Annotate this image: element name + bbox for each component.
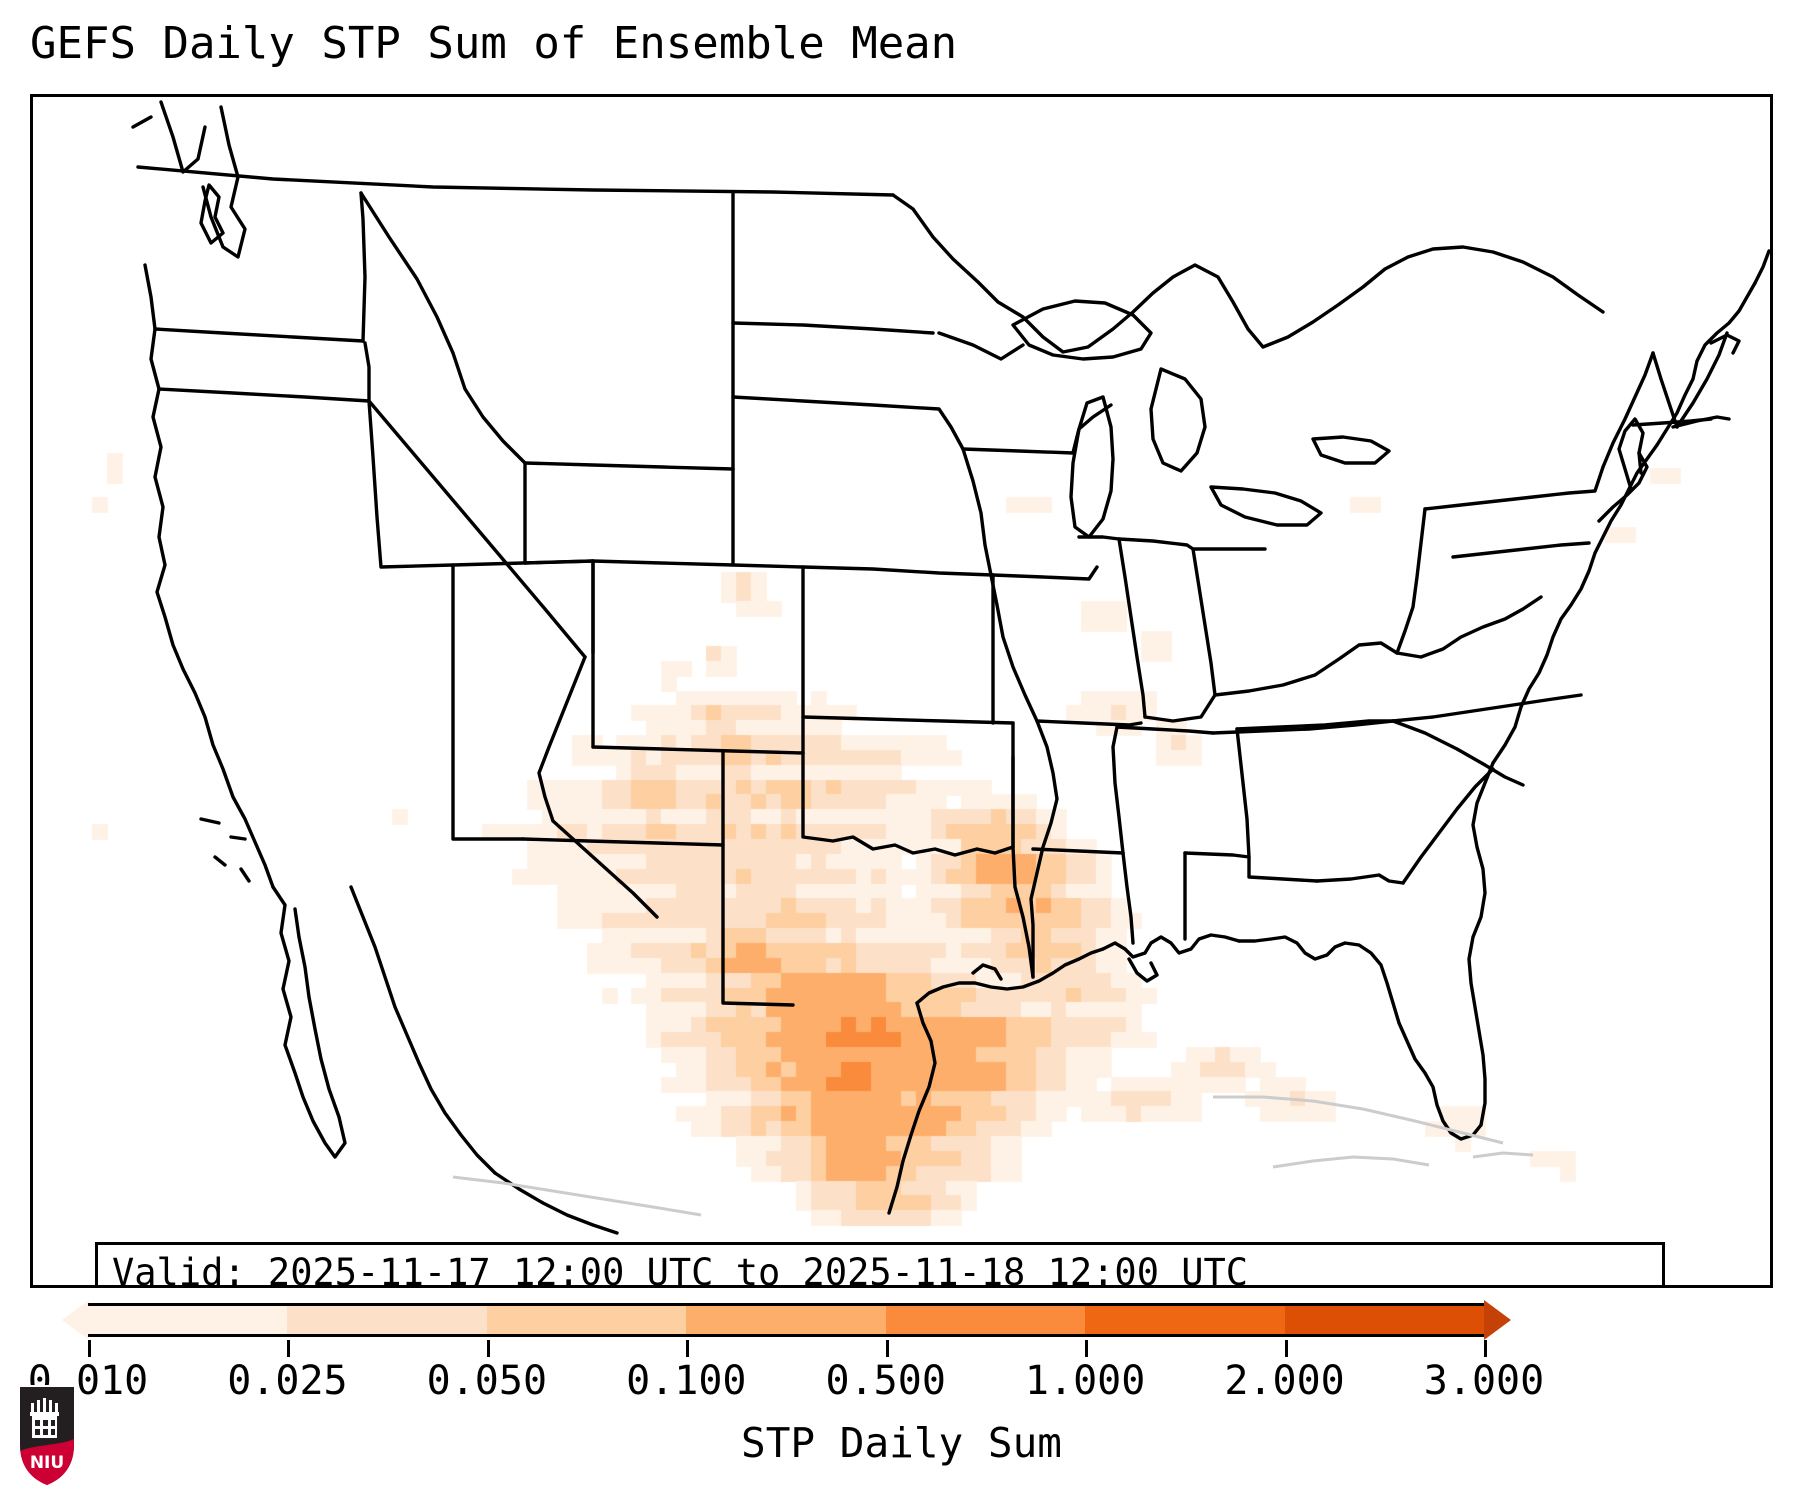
valid-run-annotation-box: Valid: 2025-11-17 12:00 UTC to 2025-11-1… <box>95 1242 1665 1288</box>
colorbar-tick-1 <box>287 1340 291 1357</box>
shield-lower-red <box>20 1439 74 1485</box>
colorbar-tick-5 <box>1085 1340 1089 1357</box>
colorbar-tick-0 <box>88 1340 91 1357</box>
colorbar-tick-7 <box>1484 1340 1487 1357</box>
stp-data-layer <box>33 97 1770 1285</box>
colorbar-tick-3 <box>686 1340 690 1357</box>
colorbar-section: 0.010 0.025 0.050 0.100 0.500 1.000 2.000 3.000… <box>0 1299 1803 1500</box>
map-panel[interactable]: Valid: 2025-11-17 12:00 UTC to 2025-11-1… <box>30 94 1773 1288</box>
colorbar-segment-1 <box>287 1306 487 1334</box>
colorbar-segment-6 <box>1284 1306 1484 1334</box>
niu-shield-logo: NIU <box>16 1383 78 1489</box>
colorbar-segment-3 <box>686 1306 886 1334</box>
colorbar-tick-label-3: 0.100 <box>626 1358 747 1404</box>
colorbar-segment-0 <box>88 1306 288 1334</box>
colorbar-segment-5 <box>1085 1306 1285 1334</box>
colorbar-tick-label-4: 0.500 <box>825 1358 946 1404</box>
colorbar-tick-4 <box>885 1340 889 1357</box>
colorbar-segment-4 <box>885 1306 1086 1334</box>
colorbar-tick-label-7: 3.000 <box>1423 1358 1545 1404</box>
colorbar-tick-label-6: 2.000 <box>1224 1358 1345 1404</box>
colorbar-tick-label-1: 0.025 <box>227 1358 348 1404</box>
valid-time-line: Valid: 2025-11-17 12:00 UTC to 2025-11-1… <box>112 1251 1249 1288</box>
colorbar-tick-label-2: 0.050 <box>426 1358 548 1404</box>
colorbar-extend-low-arrow <box>62 1300 89 1340</box>
colorbar-tick-6 <box>1284 1340 1288 1357</box>
colorbar-segments <box>88 1303 1484 1337</box>
page-title: GEFS Daily STP Sum of Ensemble Mean <box>30 18 958 69</box>
colorbar-bar[interactable] <box>61 1299 1512 1342</box>
colorbar-tick-2 <box>486 1340 490 1357</box>
colorbar-segment-2 <box>486 1306 687 1334</box>
colorbar-tick-label-5: 1.000 <box>1024 1358 1146 1404</box>
colorbar-ticks <box>88 1340 1487 1358</box>
colorbar-tick-labels: 0.010 0.025 0.050 0.100 0.500 1.000 2.000 3.000 <box>0 1358 1803 1408</box>
niu-logo-text: NIU <box>30 1453 64 1473</box>
colorbar-extend-high-arrow <box>1484 1300 1511 1340</box>
colorbar-axis-label: STP Daily Sum <box>741 1419 1062 1467</box>
tower-windows <box>35 1420 55 1435</box>
